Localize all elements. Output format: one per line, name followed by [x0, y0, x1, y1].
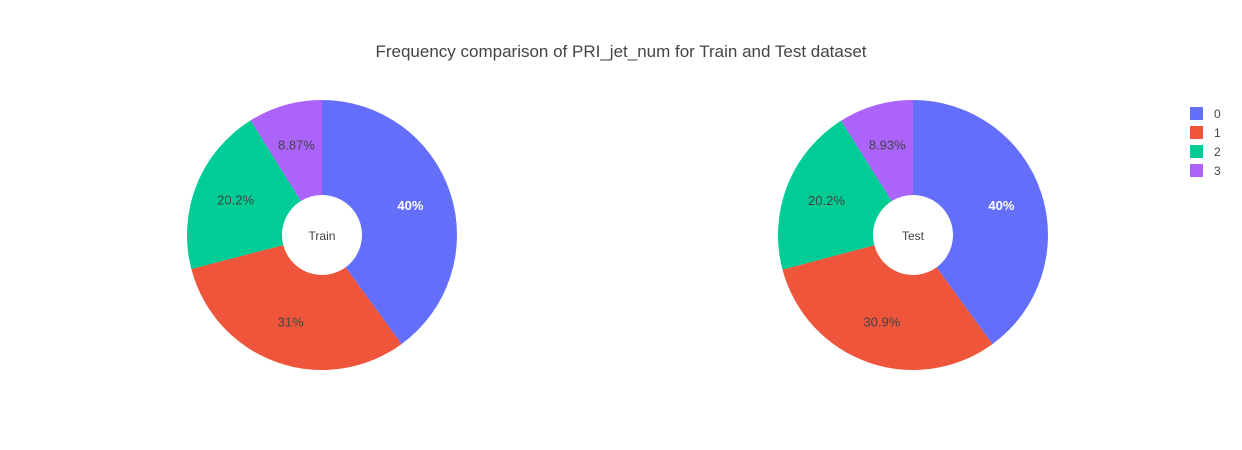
legend-swatch-0 — [1190, 107, 1203, 120]
pie-slice-test-3[interactable] — [841, 100, 913, 202]
chart-title: Frequency comparison of PRI_jet_num for … — [375, 42, 866, 61]
pie-center-label-train: Train — [309, 229, 336, 243]
slice-value-label-test-1: 30.9% — [863, 315, 900, 330]
legend-label-3: 3 — [1214, 164, 1221, 178]
legend-swatch-3 — [1190, 164, 1203, 177]
slice-value-label-train-0: 40% — [397, 198, 423, 213]
legend-label-1: 1 — [1214, 126, 1221, 140]
pie-charts-group: 40% 31% 20.2% 8.87% Train 40% 30.9% 20.2% 8.93% T… — [187, 100, 1048, 371]
legend-item-2[interactable]: 2 — [1190, 145, 1221, 159]
legend-swatch-2 — [1190, 145, 1203, 158]
legend-label-2: 2 — [1214, 145, 1221, 159]
slice-value-label-train-3: 8.87% — [278, 138, 315, 153]
legend-label-0: 0 — [1214, 107, 1221, 121]
pie-slice-train-2[interactable] — [187, 120, 301, 269]
slice-value-label-test-3: 8.93% — [869, 138, 906, 153]
pie-slice-train-0[interactable] — [322, 100, 457, 345]
pie-slice-test-0[interactable] — [913, 100, 1048, 345]
pie-train: 40% 31% 20.2% 8.87% Train — [187, 100, 457, 371]
pie-center-label-test: Test — [902, 229, 925, 243]
legend-item-3[interactable]: 3 — [1190, 164, 1221, 178]
slice-value-label-test-2: 20.2% — [808, 193, 845, 208]
pie-slice-test-1[interactable] — [782, 245, 993, 370]
legend-item-1[interactable]: 1 — [1190, 126, 1221, 140]
slice-value-label-train-1: 31% — [278, 315, 304, 330]
slice-value-label-train-2: 20.2% — [217, 193, 254, 208]
legend[interactable]: 0 1 2 3 — [1190, 107, 1221, 178]
pie-test: 40% 30.9% 20.2% 8.93% Test — [777, 100, 1048, 370]
slice-value-label-test-0: 40% — [988, 198, 1014, 213]
pie-slice-test-2[interactable] — [777, 120, 892, 270]
legend-swatch-1 — [1190, 126, 1203, 139]
legend-item-0[interactable]: 0 — [1190, 107, 1221, 121]
pie-slice-train-3[interactable] — [250, 100, 322, 202]
pie-slice-train-1[interactable] — [191, 245, 402, 371]
